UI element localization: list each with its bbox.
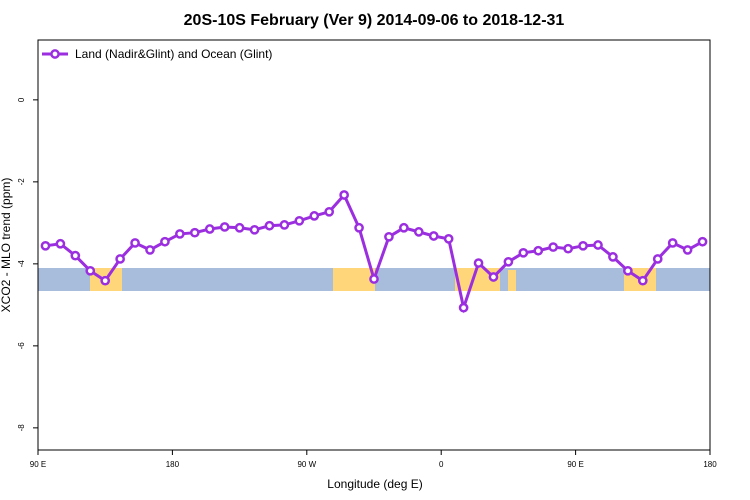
x-tick-label: 90 E: [30, 460, 46, 469]
y-tick-label: -8: [17, 424, 26, 432]
data-point: [503, 256, 514, 267]
data-point: [563, 243, 573, 254]
data-point: [413, 227, 424, 237]
data-point: [294, 215, 305, 226]
data-point: [533, 245, 544, 256]
data-point: [667, 238, 678, 248]
data-point: [608, 252, 618, 262]
x-tick-label: 180: [166, 460, 180, 469]
data-point: [175, 229, 185, 239]
data-point: [130, 238, 140, 248]
data-point: [593, 240, 603, 250]
data-point: [369, 274, 379, 284]
data-point: [473, 258, 484, 268]
y-axis-label: XCO2 - MLO trend (ppm): [0, 178, 13, 313]
data-point: [623, 265, 633, 276]
data-point: [652, 254, 663, 264]
data-point: [518, 247, 529, 258]
data-point: [578, 240, 588, 251]
data-point: [384, 231, 394, 242]
x-tick-label: 90 E: [567, 460, 583, 469]
data-point: [458, 302, 469, 313]
data-point: [40, 240, 51, 251]
x-tick-label: 90 W: [297, 460, 316, 469]
data-point: [204, 224, 215, 234]
data-point: [682, 245, 693, 255]
data-point: [637, 275, 648, 286]
data-point: [219, 222, 230, 232]
data-point: [160, 236, 170, 247]
data-point: [339, 190, 349, 200]
data-point: [115, 254, 125, 264]
data-point: [249, 224, 260, 235]
y-tick-label: -4: [17, 260, 26, 268]
land-patch: [508, 270, 516, 291]
data-point: [354, 222, 364, 233]
y-tick-label: 0: [17, 97, 26, 102]
y-tick-label: -6: [17, 342, 26, 350]
data-point: [324, 206, 335, 217]
data-point: [234, 222, 245, 233]
data-point: [264, 220, 275, 231]
data-point: [399, 222, 409, 233]
x-axis-label: Longitude (deg E): [327, 477, 422, 491]
data-point: [70, 250, 81, 261]
data-point: [428, 231, 439, 241]
legend-marker: [50, 49, 60, 59]
data-point: [443, 234, 454, 244]
x-tick-label: 180: [703, 460, 717, 469]
data-point: [697, 236, 708, 247]
data-point: [548, 242, 559, 252]
plot-frame: [37, 39, 711, 451]
data-point: [85, 265, 96, 276]
land-patch: [333, 268, 375, 291]
data-point: [145, 245, 155, 255]
y-tick-label: -2: [17, 178, 26, 186]
x-tick-label: 0: [439, 460, 444, 469]
legend-label: Land (Nadir&Glint) and Ocean (Glint): [75, 47, 272, 61]
data-point: [309, 211, 320, 221]
data-point: [100, 275, 111, 286]
chart-title: 20S-10S February (Ver 9) 2014-09-06 to 2…: [184, 12, 565, 29]
data-point: [55, 238, 66, 249]
data-point: [189, 227, 200, 238]
data-point: [279, 220, 290, 230]
data-point: [488, 272, 499, 282]
